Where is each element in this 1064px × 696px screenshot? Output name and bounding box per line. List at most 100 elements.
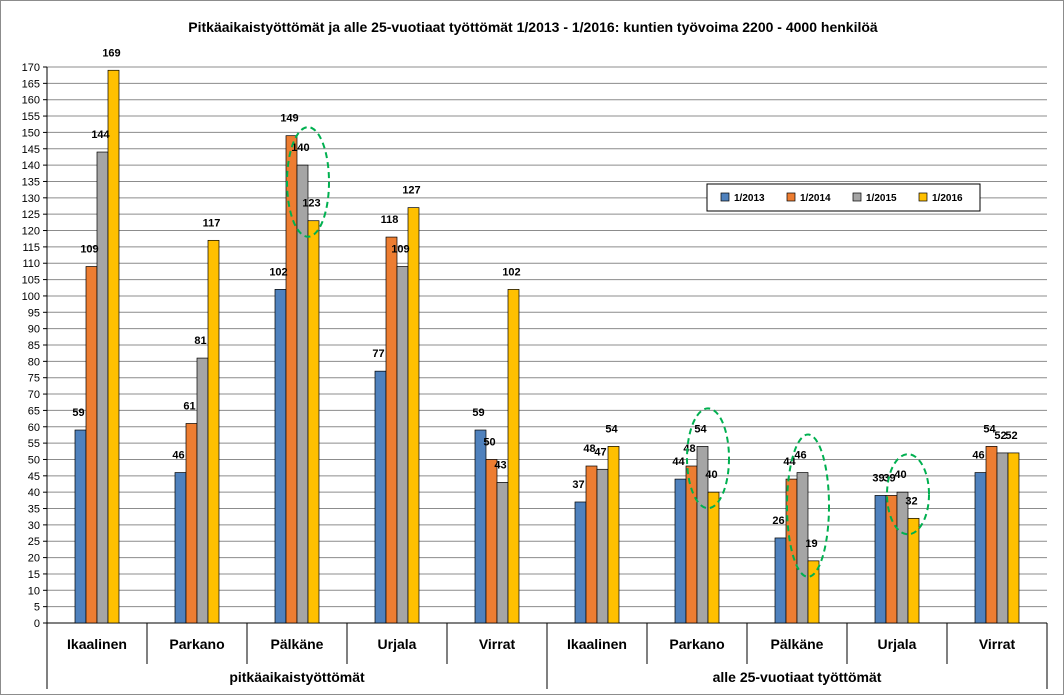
y-tick-label: 10 (28, 585, 40, 597)
y-tick-label: 60 (28, 422, 40, 434)
y-tick-label: 35 (28, 504, 40, 516)
y-tick-label: 125 (22, 209, 40, 221)
y-tick-label: 165 (22, 78, 40, 90)
y-tick-label: 140 (22, 160, 40, 172)
x-category-label: Virrat (979, 636, 1016, 652)
y-tick-label: 145 (22, 144, 40, 156)
x-category-label: Pälkäne (771, 636, 824, 652)
data-label: 109 (80, 244, 98, 256)
data-label: 54 (605, 423, 618, 435)
legend: 1/2013 1/2014 1/2015 1/2016 (706, 183, 981, 212)
bar (985, 446, 998, 624)
data-label: 140 (291, 142, 309, 154)
legend-label: 1/2016 (932, 193, 963, 204)
highlight-ellipse (786, 433, 830, 578)
data-label: 169 (102, 47, 120, 59)
y-tick-label: 115 (22, 242, 40, 254)
data-label: 50 (483, 436, 495, 448)
legend-box (706, 183, 981, 212)
highlight-ellipses (286, 126, 930, 578)
data-label: 59 (472, 407, 484, 419)
data-label: 102 (502, 266, 520, 278)
data-label: 117 (203, 217, 221, 229)
bar (496, 482, 509, 624)
y-tick-label: 150 (22, 127, 40, 139)
bar (707, 491, 720, 624)
y-tick-label: 80 (28, 356, 40, 368)
bar (974, 472, 987, 624)
bar (274, 289, 287, 624)
data-label: 47 (594, 446, 606, 458)
data-label: 48 (683, 443, 695, 455)
x-category-label: Urjala (878, 636, 917, 652)
axes: 0 5 10 15 20 25 30 35 40 45 50 55 60 65 70 75 80 85 90 95 10… (22, 62, 1048, 689)
legend-swatch (720, 192, 730, 202)
bar (107, 69, 120, 624)
legend-swatch (918, 192, 928, 202)
data-label: 59 (72, 407, 84, 419)
bar (407, 207, 420, 624)
x-category-label: Parkano (669, 636, 724, 652)
y-tick-label: 30 (28, 520, 40, 532)
y-tick-label: 155 (22, 111, 40, 123)
bar (196, 357, 209, 624)
data-label: 46 (794, 450, 806, 462)
bar (574, 501, 587, 624)
highlight-ellipse (286, 126, 330, 238)
bar (174, 472, 187, 624)
legend-label: 1/2015 (866, 193, 897, 204)
x-category-label: Ikaalinen (567, 636, 627, 652)
bar (874, 495, 887, 624)
data-label: 54 (983, 423, 996, 435)
bar (907, 517, 920, 624)
bar (85, 266, 98, 624)
y-tick-label: 135 (22, 176, 40, 188)
data-label: 44 (783, 456, 796, 468)
legend-label: 1/2014 (800, 193, 831, 204)
bar (185, 423, 198, 624)
bar (807, 560, 820, 624)
bar (585, 465, 598, 624)
data-label: 54 (694, 423, 707, 435)
y-tick-label: 0 (34, 618, 40, 630)
bar (885, 495, 898, 624)
bars (74, 69, 1020, 624)
data-label: 52 (994, 430, 1006, 442)
data-label: 52 (1005, 430, 1017, 442)
y-tick-label: 25 (28, 536, 40, 548)
data-label: 48 (583, 443, 595, 455)
y-tick-label: 20 (28, 553, 40, 565)
bar (474, 429, 487, 624)
y-tick-label: 110 (22, 258, 40, 270)
chart-title: Pitkäaikaistyöttömät ja alle 25-vuotiaat… (188, 19, 878, 35)
x-category-label: Pälkäne (271, 636, 324, 652)
x-group-label: pitkäaikaistyöttömät (229, 669, 365, 685)
data-label: 144 (91, 129, 110, 141)
bar (385, 236, 398, 624)
x-category-label: Urjala (378, 636, 417, 652)
data-label: 81 (194, 335, 206, 347)
y-tick-label: 40 (28, 487, 40, 499)
y-tick-label: 130 (22, 193, 40, 205)
x-category-label: Ikaalinen (67, 636, 127, 652)
data-label: 127 (402, 185, 420, 197)
bar (507, 289, 520, 624)
legend-swatch (786, 192, 796, 202)
bar (996, 452, 1009, 624)
data-label: 109 (391, 244, 409, 256)
data-label: 19 (805, 538, 817, 550)
highlight-ellipse (686, 407, 730, 510)
y-tick-label: 75 (28, 373, 40, 385)
y-tick-label: 95 (28, 307, 40, 319)
y-tick-label: 100 (22, 291, 40, 303)
data-label: 46 (172, 450, 184, 462)
bar (774, 537, 787, 624)
data-label: 102 (269, 266, 287, 278)
bar (485, 459, 498, 624)
y-tick-label: 5 (34, 602, 40, 614)
y-tick-label: 170 (22, 62, 40, 74)
x-group-label: alle 25-vuotiaat työttömät (713, 669, 882, 685)
bar (307, 220, 320, 624)
data-label: 43 (494, 459, 506, 471)
y-tick-label: 160 (22, 95, 40, 107)
